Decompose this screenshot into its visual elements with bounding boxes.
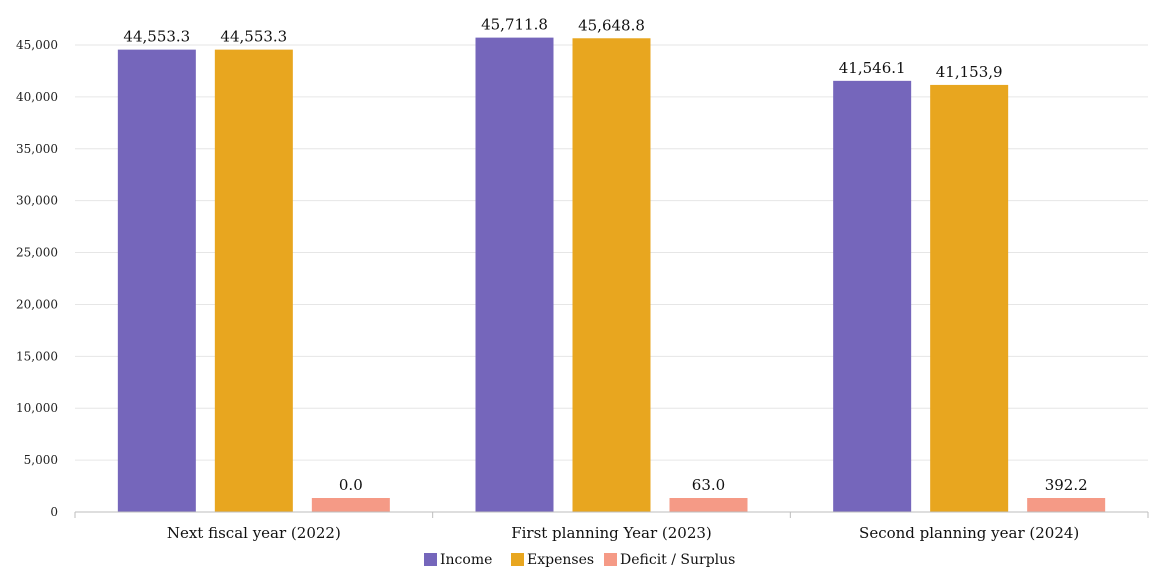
legend-label: Deficit / Surplus	[620, 552, 735, 568]
data-label: 44,553.3	[123, 28, 190, 46]
data-label: 0.0	[339, 476, 363, 494]
legend-label: Income	[440, 552, 492, 568]
x-category-label: Next fiscal year (2022)	[167, 524, 341, 542]
y-tick-label: 30,000	[16, 194, 58, 208]
y-tick-label: 35,000	[16, 142, 58, 156]
y-tick-label: 40,000	[16, 90, 58, 104]
y-tick-label: 0	[50, 505, 58, 519]
legend-swatch	[511, 553, 524, 566]
y-tick-label: 15,000	[16, 349, 58, 363]
legend-swatch	[424, 553, 437, 566]
data-label: 392.2	[1045, 476, 1088, 494]
data-label: 41,546.1	[839, 59, 906, 77]
data-label: 45,648.8	[578, 16, 645, 34]
bar-income	[833, 80, 912, 512]
bar-deficit-surplus	[669, 498, 748, 512]
y-tick-label: 20,000	[16, 297, 58, 311]
legend-swatch	[604, 553, 617, 566]
y-tick-label: 5,000	[24, 453, 58, 467]
bar-expenses	[930, 84, 1009, 512]
x-category-label: First planning Year (2023)	[511, 524, 712, 542]
data-labels: 44,553.3 44,553.3 0.0 45,711.8 45,648.8 63.0 4…	[123, 16, 1087, 494]
data-label: 41,153,9	[936, 63, 1003, 81]
data-label: 45,711.8	[481, 16, 548, 34]
x-category-label: Second planning year (2024)	[859, 524, 1079, 542]
y-tick-label: 45,000	[16, 38, 58, 52]
data-label: 63.0	[692, 476, 725, 494]
bar-income	[475, 37, 554, 512]
bar-income	[117, 49, 196, 513]
y-tick-label: 10,000	[16, 401, 58, 415]
bar-expenses	[572, 38, 651, 512]
bar-deficit-surplus	[311, 498, 390, 512]
x-axis: Next fiscal year (2022) First planning Ye…	[74, 511, 1149, 542]
legend: Income Expenses Deficit / Surplus	[424, 552, 735, 568]
legend-label: Expenses	[527, 552, 594, 568]
bars	[117, 37, 1106, 513]
y-axis-ticks: 0 5,000 10,000 15,000 20,000 25,000 30,000 35,0…	[16, 38, 58, 519]
bar-deficit-surplus	[1027, 498, 1106, 512]
bar-expenses	[214, 49, 293, 513]
data-label: 44,553.3	[220, 28, 287, 46]
y-tick-label: 25,000	[16, 246, 58, 260]
